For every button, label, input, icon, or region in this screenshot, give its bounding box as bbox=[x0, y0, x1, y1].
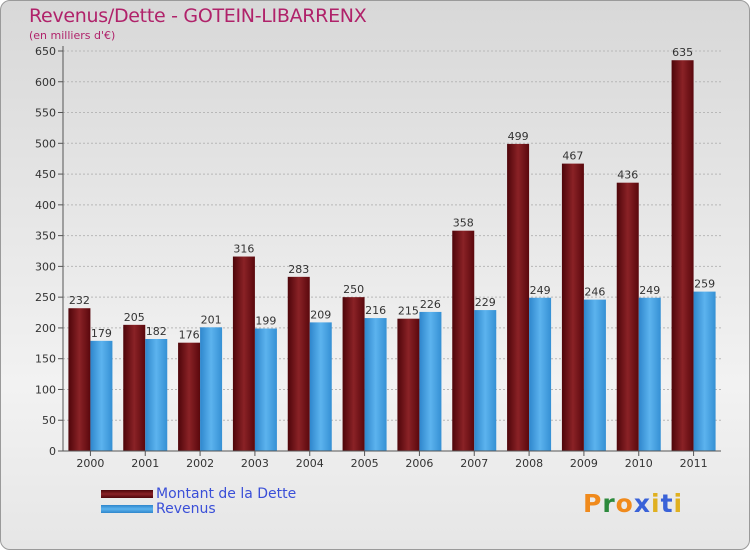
bar-debt-2010 bbox=[616, 182, 639, 451]
y-tick-label-550: 550 bbox=[35, 107, 56, 120]
x-tick-label-2000: 2000 bbox=[76, 457, 104, 470]
bar-debt-2006 bbox=[397, 318, 420, 451]
data-label-debt-2011: 635 bbox=[672, 46, 693, 59]
x-tick-label-2009: 2009 bbox=[570, 457, 598, 470]
logo-letter: o bbox=[615, 489, 634, 518]
legend-label-debt: Montant de la Dette bbox=[156, 486, 297, 502]
x-tick-label-2005: 2005 bbox=[351, 457, 379, 470]
y-tick-label-200: 200 bbox=[35, 322, 56, 335]
y-tick-label-650: 650 bbox=[35, 45, 56, 58]
data-label-debt-2002: 176 bbox=[179, 329, 200, 342]
data-label-debt-2005: 250 bbox=[343, 283, 364, 296]
bar-revenus-2011 bbox=[693, 291, 716, 451]
y-tick-label-350: 350 bbox=[35, 230, 56, 243]
data-label-revenus-2003: 199 bbox=[255, 315, 276, 328]
chart-title: Revenus/Dette - GOTEIN-LIBARRENX bbox=[29, 5, 367, 27]
data-label-revenus-2007: 229 bbox=[475, 296, 496, 309]
x-tick-label-2011: 2011 bbox=[680, 457, 708, 470]
x-tick-label-2003: 2003 bbox=[241, 457, 269, 470]
data-label-revenus-2000: 179 bbox=[91, 327, 112, 340]
data-label-debt-2007: 358 bbox=[453, 217, 474, 230]
data-label-debt-2004: 283 bbox=[288, 263, 309, 276]
bar-revenus-2003 bbox=[254, 328, 277, 451]
logo-letter: i bbox=[673, 489, 684, 518]
logo-letter: x bbox=[633, 489, 651, 518]
bar-debt-2000 bbox=[68, 308, 91, 451]
data-label-revenus-2001: 182 bbox=[146, 325, 167, 338]
x-tick-label-2006: 2006 bbox=[405, 457, 433, 470]
bar-revenus-2000 bbox=[90, 340, 113, 451]
bar-debt-2009 bbox=[561, 163, 584, 451]
data-label-revenus-2010: 249 bbox=[639, 284, 660, 297]
y-tick-label-50: 50 bbox=[42, 414, 56, 427]
data-label-revenus-2004: 209 bbox=[310, 308, 331, 321]
x-tick-label-2002: 2002 bbox=[186, 457, 214, 470]
data-label-debt-2010: 436 bbox=[617, 169, 638, 182]
bar-revenus-2001 bbox=[145, 339, 168, 451]
y-tick-label-300: 300 bbox=[35, 260, 56, 273]
data-label-revenus-2011: 259 bbox=[694, 278, 715, 291]
bar-revenus-2008 bbox=[529, 297, 552, 451]
logo-letter: r bbox=[602, 489, 616, 518]
logo-letter: i bbox=[651, 489, 661, 518]
x-tick-label-2010: 2010 bbox=[625, 457, 653, 470]
bar-debt-2004 bbox=[287, 276, 310, 451]
data-label-debt-2000: 232 bbox=[69, 294, 90, 307]
y-tick-label-500: 500 bbox=[35, 137, 56, 150]
proxiti-logo: Proxiti bbox=[583, 489, 683, 518]
logo-letter: P bbox=[583, 489, 603, 518]
data-label-debt-2006: 215 bbox=[398, 305, 419, 318]
data-label-revenus-2005: 216 bbox=[365, 304, 386, 317]
legend-swatch-revenus bbox=[101, 505, 153, 513]
data-label-revenus-2002: 201 bbox=[201, 313, 222, 326]
bar-revenus-2004 bbox=[309, 322, 332, 451]
bar-revenus-2002 bbox=[200, 327, 223, 451]
y-tick-label-600: 600 bbox=[35, 76, 56, 89]
legend-swatch-debt bbox=[101, 490, 153, 498]
x-tick-label-2001: 2001 bbox=[131, 457, 159, 470]
data-label-revenus-2008: 249 bbox=[530, 284, 551, 297]
x-tick-label-2008: 2008 bbox=[515, 457, 543, 470]
bar-debt-2008 bbox=[507, 143, 530, 451]
y-tick-label-0: 0 bbox=[49, 445, 56, 458]
x-tick-label-2007: 2007 bbox=[460, 457, 488, 470]
y-tick-label-150: 150 bbox=[35, 353, 56, 366]
bar-debt-2001 bbox=[123, 324, 146, 451]
x-tick-label-2004: 2004 bbox=[296, 457, 324, 470]
bar-revenus-2006 bbox=[419, 311, 442, 451]
y-tick-label-450: 450 bbox=[35, 168, 56, 181]
bar-debt-2003 bbox=[232, 256, 255, 451]
data-label-revenus-2009: 246 bbox=[584, 286, 605, 299]
bar-debt-2011 bbox=[671, 60, 694, 451]
bar-revenus-2009 bbox=[583, 299, 606, 451]
legend-label-revenus: Revenus bbox=[156, 501, 216, 517]
bar-revenus-2010 bbox=[638, 297, 661, 451]
bar-debt-2002 bbox=[178, 342, 201, 451]
data-label-debt-2009: 467 bbox=[562, 150, 583, 163]
bar-revenus-2007 bbox=[474, 310, 497, 451]
data-label-debt-2003: 316 bbox=[233, 243, 254, 256]
bar-debt-2007 bbox=[452, 230, 475, 451]
logo-letter: t bbox=[660, 489, 674, 518]
bar-revenus-2005 bbox=[364, 318, 387, 451]
bar-debt-2005 bbox=[342, 297, 365, 451]
data-label-debt-2001: 205 bbox=[124, 311, 145, 324]
y-tick-label-250: 250 bbox=[35, 291, 56, 304]
data-label-debt-2008: 499 bbox=[508, 130, 529, 143]
y-tick-label-400: 400 bbox=[35, 199, 56, 212]
y-tick-label-100: 100 bbox=[35, 383, 56, 396]
chart-subtitle: (en milliers d'€) bbox=[29, 29, 116, 42]
data-label-revenus-2006: 226 bbox=[420, 298, 441, 311]
